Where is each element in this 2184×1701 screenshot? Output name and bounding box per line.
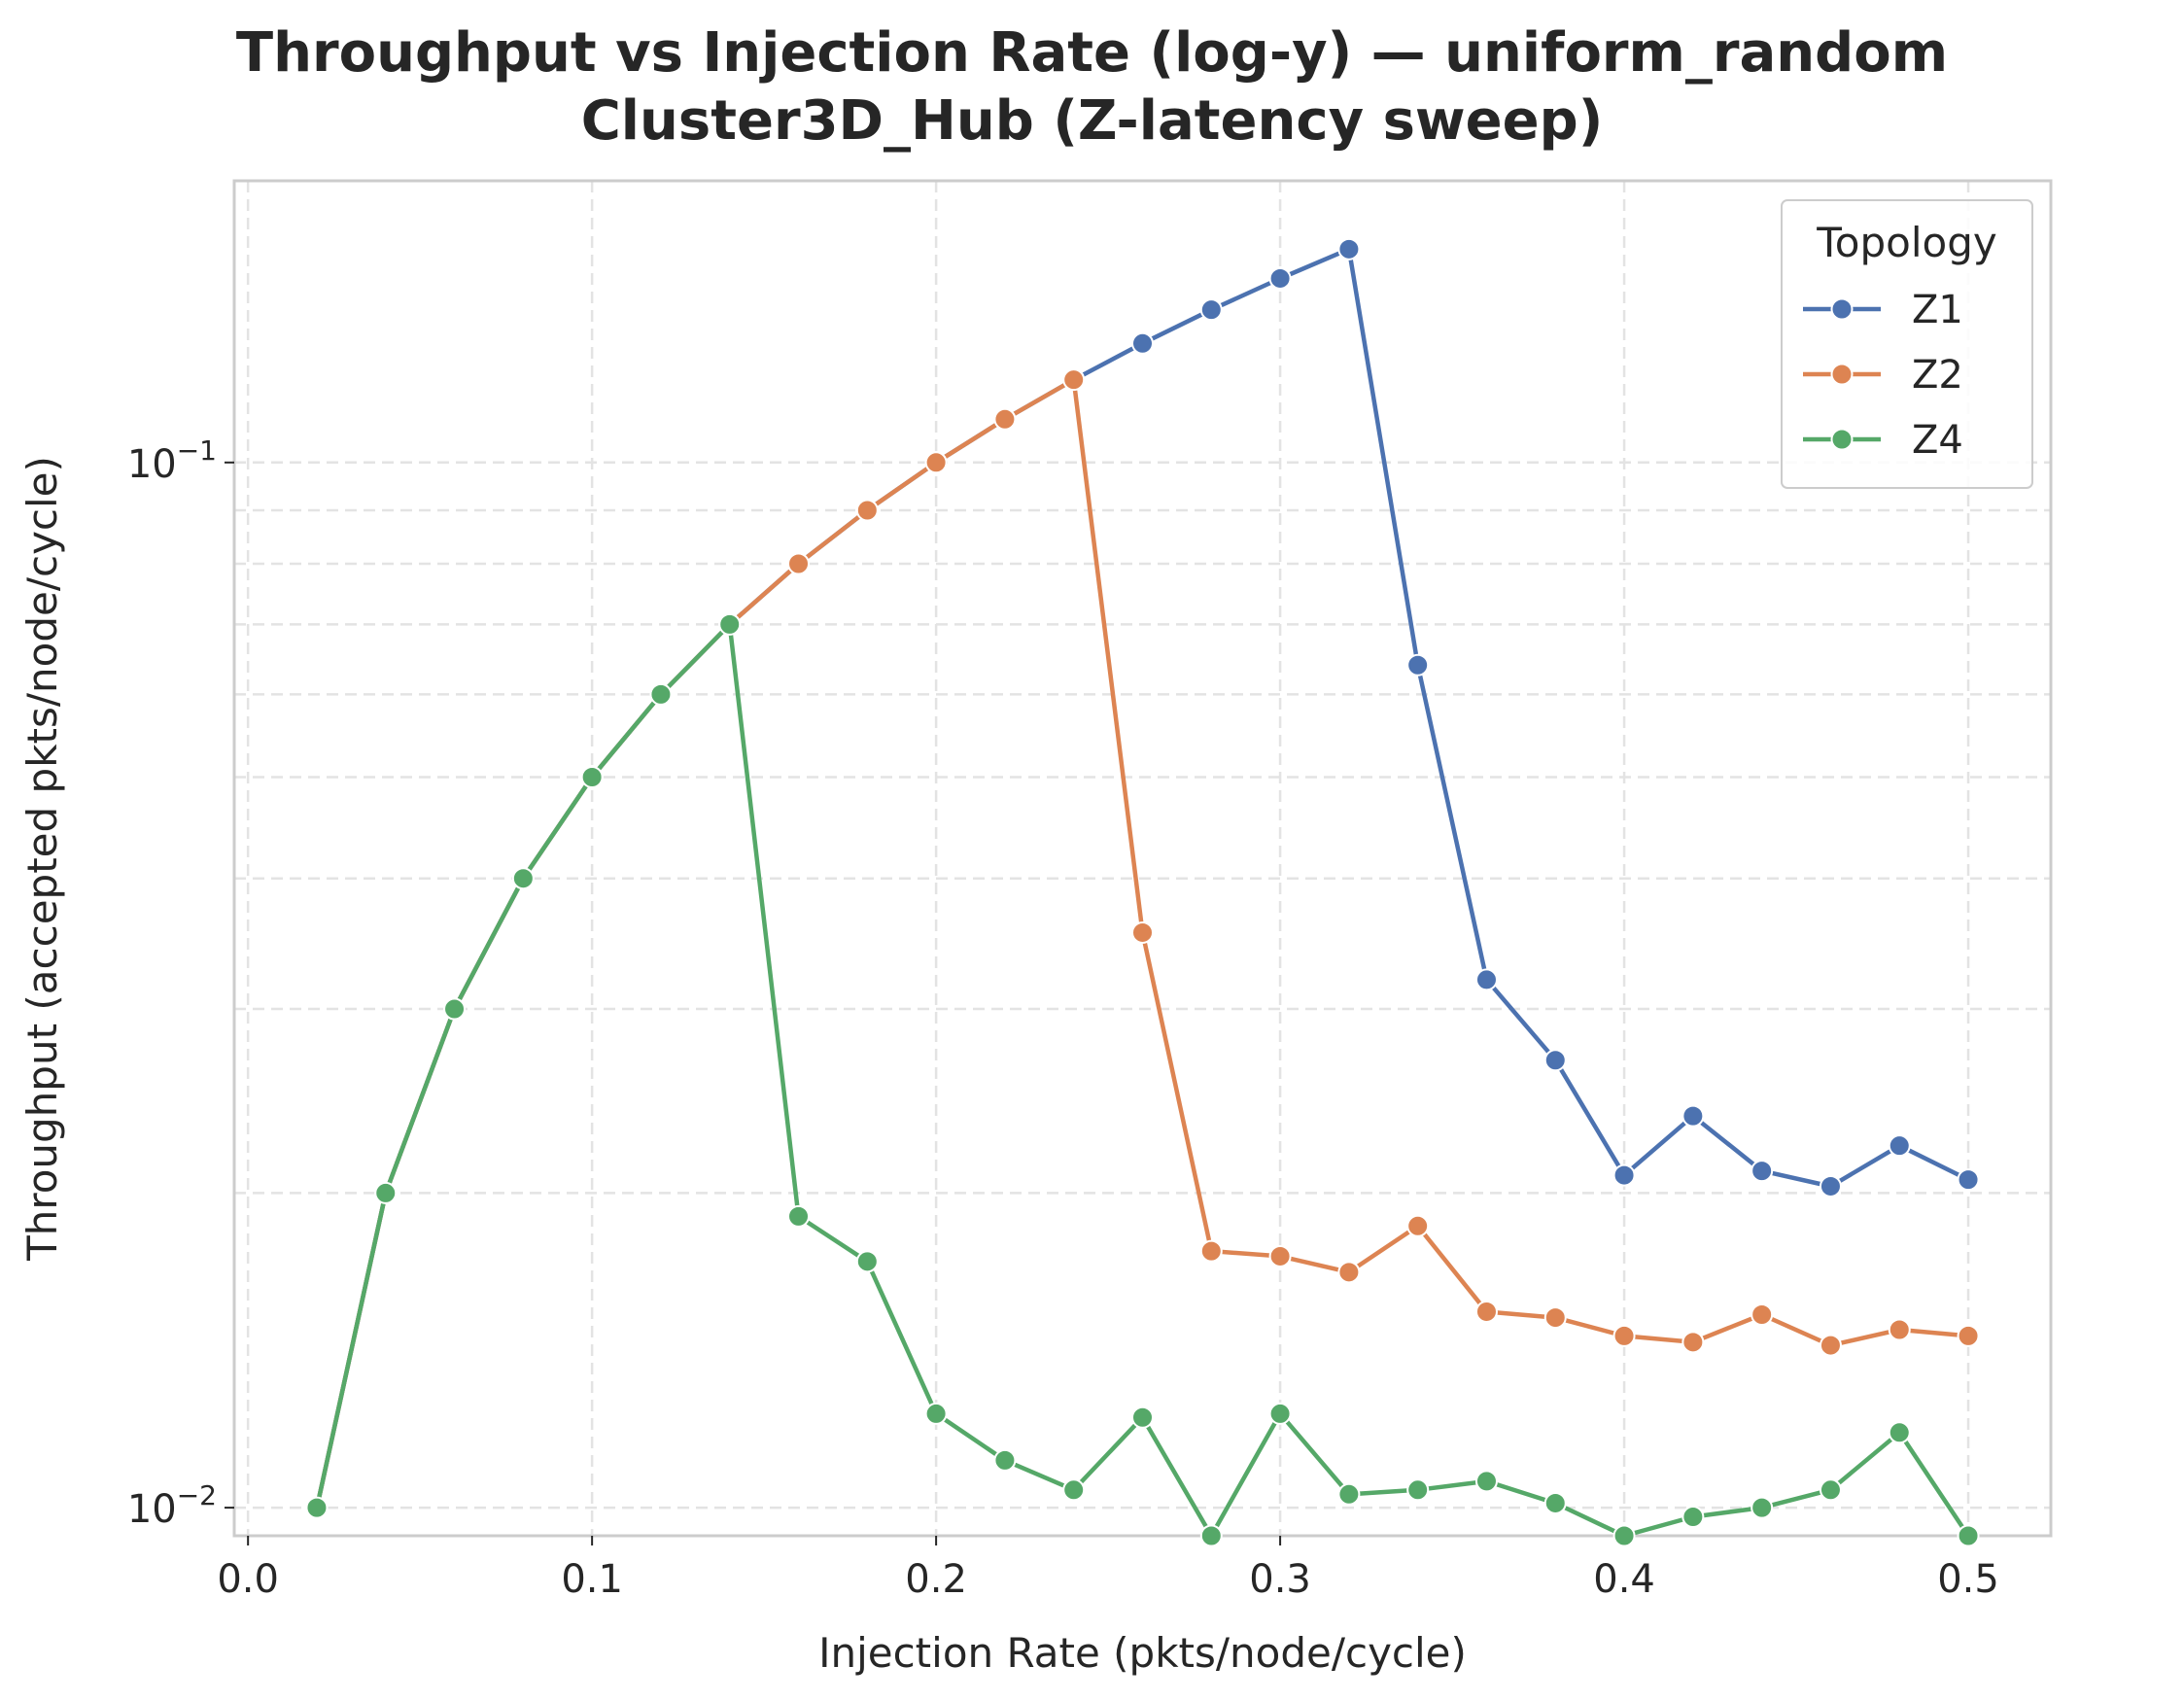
data-point — [718, 612, 742, 636]
data-point — [1337, 1261, 1361, 1284]
legend: Topology Z1 Z2 Z4 — [1781, 199, 2033, 489]
data-point — [1474, 1300, 1498, 1323]
data-point — [1199, 1239, 1223, 1263]
data-point — [1751, 1496, 1774, 1519]
data-point — [1957, 1168, 1980, 1192]
data-point — [1199, 298, 1223, 322]
y-axis: 10−2 10−1 — [127, 434, 234, 1532]
legend-label: Z2 — [1912, 353, 1963, 398]
data-point — [1681, 1331, 1705, 1354]
data-point — [1131, 331, 1154, 355]
data-point — [1957, 1324, 1980, 1347]
series-line — [314, 622, 1970, 1539]
data-point — [511, 867, 535, 890]
y-tick-label: 10−1 — [127, 434, 217, 487]
data-point — [1819, 1334, 1842, 1357]
data-point — [1888, 1134, 1911, 1158]
data-point — [1337, 1482, 1361, 1506]
x-tick-label: 0.4 — [1593, 1557, 1655, 1602]
legend-entry: Z4 — [1803, 418, 1963, 463]
data-point — [1681, 1506, 1705, 1529]
data-point — [1406, 653, 1430, 677]
data-point — [924, 451, 948, 474]
data-point — [580, 766, 604, 789]
x-tick-label: 0.5 — [1937, 1557, 1999, 1602]
x-tick-label: 0.2 — [905, 1557, 967, 1602]
data-point — [1612, 1163, 1636, 1187]
data-point — [1062, 368, 1086, 392]
data-point — [993, 1448, 1017, 1472]
legend-entries: Z1 Z2 Z4 — [1803, 288, 1963, 463]
data-point — [374, 1181, 398, 1204]
data-point — [649, 682, 673, 706]
data-point — [1474, 1470, 1498, 1493]
legend-title: Topology — [1816, 219, 1996, 266]
data-point — [855, 1250, 879, 1273]
data-point — [1751, 1303, 1774, 1327]
legend-marker — [1830, 428, 1854, 451]
chart-title-line-1: Throughput vs Injection Rate (log-y) — u… — [235, 21, 1949, 85]
data-point — [1406, 1478, 1430, 1502]
x-tick-label: 0.0 — [217, 1557, 279, 1602]
data-point — [1406, 1214, 1430, 1237]
data-point — [1888, 1421, 1911, 1444]
axes-frame — [232, 179, 2053, 1538]
data-point — [1543, 1491, 1567, 1514]
data-point — [1543, 1049, 1567, 1072]
data-point — [1131, 920, 1154, 944]
data-point — [1337, 237, 1361, 260]
data-point — [1199, 1524, 1223, 1547]
data-point — [1819, 1478, 1842, 1502]
data-point — [1612, 1324, 1636, 1347]
y-axis-label: Throughput (accepted pkts/node/cycle) — [18, 456, 66, 1262]
data-point — [1543, 1306, 1567, 1330]
chart-title-line-2: Cluster3D_Hub (Z-latency sweep) — [580, 89, 1604, 153]
data-point — [993, 407, 1017, 431]
data-point — [1131, 1406, 1154, 1429]
y-tick-label: 10−2 — [127, 1479, 217, 1532]
x-tick-label: 0.1 — [561, 1557, 623, 1602]
legend-marker — [1830, 363, 1854, 386]
data-point — [1751, 1160, 1774, 1183]
data-point — [855, 499, 879, 522]
legend-label: Z1 — [1912, 288, 1963, 332]
data-point — [1062, 1478, 1086, 1502]
legend-label: Z4 — [1912, 418, 1963, 463]
x-tick-label: 0.3 — [1249, 1557, 1311, 1602]
data-point — [1888, 1318, 1911, 1341]
x-axis-label: Injection Rate (pkts/node/cycle) — [818, 1629, 1467, 1677]
series-Z2 — [305, 368, 1980, 1519]
data-point — [1681, 1104, 1705, 1128]
data-point — [305, 1496, 329, 1519]
data-point — [1268, 1402, 1292, 1425]
legend-box — [1781, 199, 2033, 489]
data-point — [1612, 1524, 1636, 1547]
series-layer — [305, 237, 1980, 1547]
data-point — [1268, 266, 1292, 290]
data-point — [443, 997, 467, 1021]
legend-entry: Z1 — [1803, 288, 1963, 332]
data-point — [1957, 1524, 1980, 1547]
data-point — [924, 1402, 948, 1425]
series-Z4 — [305, 612, 1980, 1547]
data-point — [1268, 1244, 1292, 1267]
data-point — [787, 552, 811, 575]
legend-marker — [1830, 297, 1854, 321]
x-axis: 0.0 0.1 0.2 0.3 0.4 0.5 — [217, 1536, 1999, 1602]
data-point — [1819, 1174, 1842, 1198]
grid — [234, 181, 2051, 1536]
data-point — [1474, 968, 1498, 991]
legend-entry: Z2 — [1803, 353, 1963, 398]
data-point — [787, 1204, 811, 1228]
